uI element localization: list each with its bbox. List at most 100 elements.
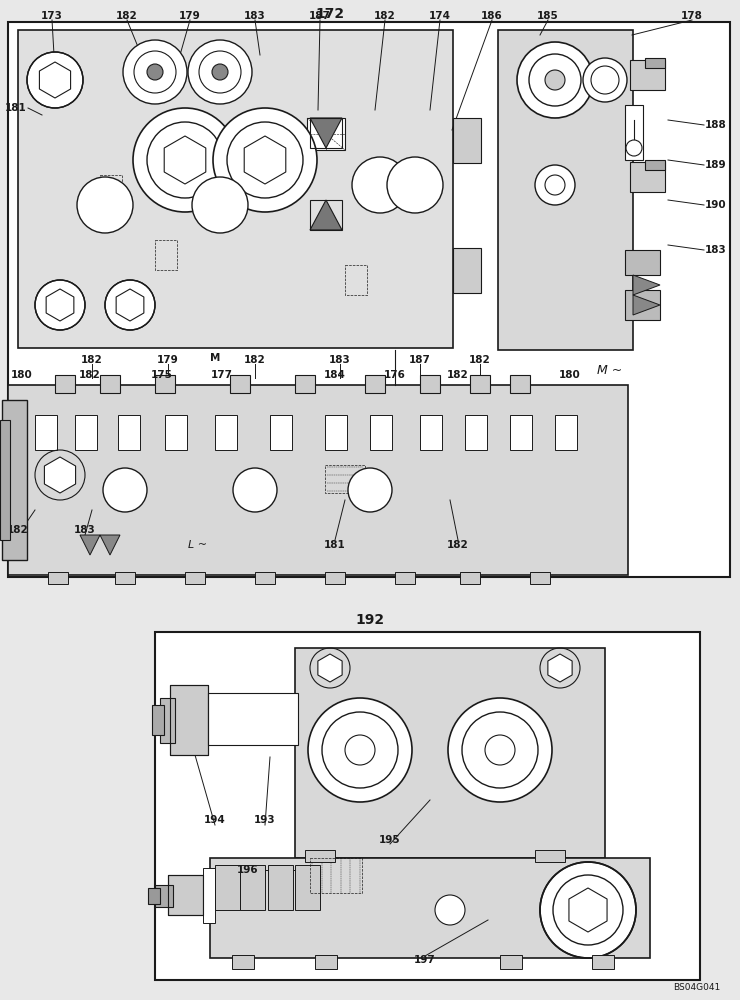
Text: 189: 189 [705,160,727,170]
Text: M ~: M ~ [597,363,622,376]
Text: 182: 182 [7,525,29,535]
Polygon shape [310,118,342,148]
Bar [310,118,342,148]
Text: 182: 182 [81,355,103,365]
Circle shape [192,177,248,233]
Bar [453,118,481,163]
Text: M: M [210,353,221,363]
Text: 182: 182 [79,370,101,380]
Circle shape [77,177,133,233]
Bar [498,30,633,350]
Bar [535,850,565,862]
Bar [470,375,490,393]
Text: 183: 183 [244,11,266,21]
Text: 182: 182 [244,355,266,365]
Text: 182: 182 [374,11,396,21]
Bar [510,375,530,393]
Text: 177: 177 [211,370,233,380]
Text: 176: 176 [384,370,406,380]
Circle shape [545,70,565,90]
Circle shape [27,52,83,108]
Bar [325,465,365,493]
Bar [325,415,347,450]
Bar [270,415,292,450]
Text: 182: 182 [447,370,469,380]
Bar [48,572,68,584]
Circle shape [352,157,408,213]
Bar [118,415,140,450]
Bar [8,385,628,575]
Bar [630,60,665,90]
Bar [215,865,240,910]
Bar [155,885,173,907]
Text: L ~: L ~ [189,540,207,550]
Bar [395,572,415,584]
Text: 183: 183 [329,355,351,365]
Circle shape [147,64,163,80]
Bar [100,175,122,205]
Text: 184: 184 [324,370,346,380]
Bar [168,875,203,915]
Bar [168,875,203,915]
Bar [240,865,265,910]
Bar [420,415,442,450]
Bar [530,572,550,584]
Text: 192: 192 [355,613,385,627]
Text: 197: 197 [414,955,436,965]
Circle shape [308,698,412,802]
Text: 181: 181 [324,540,346,550]
Circle shape [626,140,642,156]
Bar [210,858,650,958]
Bar [365,375,385,393]
Circle shape [233,468,277,512]
Bar [35,415,57,450]
Bar [148,888,160,904]
Circle shape [123,40,187,104]
Text: 193: 193 [254,815,276,825]
Circle shape [540,862,636,958]
Bar [500,955,522,969]
Bar [295,865,320,910]
Text: 173: 173 [41,11,63,21]
Bar [152,705,164,735]
Text: 182: 182 [469,355,491,365]
Bar [420,375,440,393]
Text: 196: 196 [238,865,259,875]
Bar [170,685,208,755]
Bar [208,693,298,745]
Text: 183: 183 [705,245,727,255]
Bar [185,572,205,584]
Bar [465,415,487,450]
Text: 182: 182 [447,540,469,550]
Polygon shape [310,200,342,230]
Bar [2,400,27,560]
Polygon shape [244,136,286,184]
Text: 186: 186 [481,11,503,21]
Bar [268,865,293,910]
Bar [115,572,135,584]
Circle shape [583,58,627,102]
Bar [230,375,250,393]
Bar [75,415,97,450]
Bar [630,162,665,192]
Circle shape [212,64,228,80]
Bar [345,265,367,295]
Bar [215,415,237,450]
Polygon shape [100,535,120,555]
Text: 174: 174 [429,11,451,21]
Bar [310,858,362,893]
Bar [460,572,480,584]
Polygon shape [80,535,100,555]
Circle shape [387,157,443,213]
Bar [203,868,215,923]
Text: 179: 179 [157,355,179,365]
Bar [170,685,208,755]
Polygon shape [548,654,572,682]
Bar [155,375,175,393]
Text: 187: 187 [409,355,431,365]
Text: 172: 172 [315,7,345,21]
Polygon shape [318,654,342,682]
Bar [18,30,453,348]
Polygon shape [633,295,660,315]
Text: 179: 179 [179,11,201,21]
